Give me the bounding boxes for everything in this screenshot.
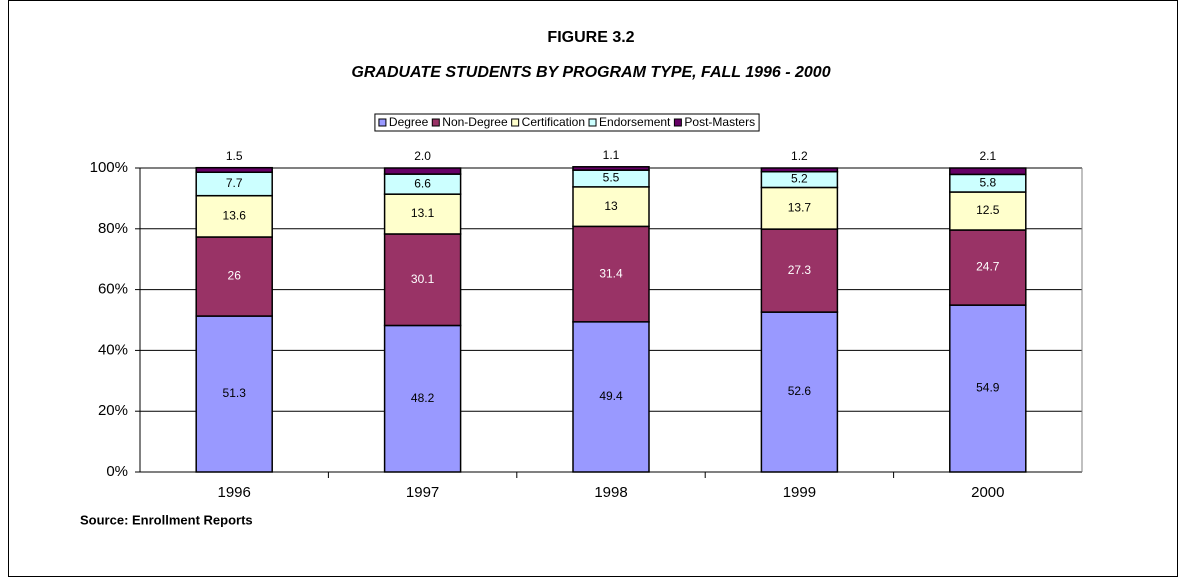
bar-segment xyxy=(195,166,273,174)
bar-segment xyxy=(949,229,1027,306)
y-tick-label: 80% xyxy=(98,220,128,237)
data-label: 6.6 xyxy=(414,176,431,190)
data-label: 24.7 xyxy=(976,260,1000,274)
bar-segment xyxy=(383,193,462,235)
data-label: 1.5 xyxy=(226,149,243,163)
data-label: 51.3 xyxy=(223,386,247,400)
data-label: 13.1 xyxy=(411,206,435,220)
data-label: 52.6 xyxy=(788,384,812,398)
data-label: 5.5 xyxy=(603,171,620,185)
x-tick-label: 1997 xyxy=(406,484,439,501)
bar-segment xyxy=(572,225,650,323)
data-label: 13.7 xyxy=(788,200,812,214)
legend-box xyxy=(374,113,760,132)
source-note: Source: Enrollment Reports xyxy=(80,512,253,527)
data-label: 27.3 xyxy=(788,263,812,277)
bar-segment xyxy=(760,228,839,313)
legend-swatch xyxy=(673,118,682,127)
x-tick-label: 1998 xyxy=(594,484,627,501)
x-tick-label: 1999 xyxy=(783,484,816,501)
chart-subtitle: GRADUATE STUDENTS BY PROGRAM TYPE, FALL … xyxy=(351,64,830,81)
legend-swatch xyxy=(431,118,440,127)
data-label: 48.2 xyxy=(411,391,435,405)
legend-swatch xyxy=(378,118,387,127)
bar-segment xyxy=(572,321,650,473)
data-label: 31.4 xyxy=(599,266,623,280)
legend-label: Endorsement xyxy=(599,115,671,129)
data-label: 2.1 xyxy=(979,149,996,163)
x-tick-label: 1996 xyxy=(218,484,251,501)
data-label: 30.1 xyxy=(411,272,435,286)
data-label: 12.5 xyxy=(976,203,1000,217)
bar-segment xyxy=(383,324,462,473)
bar-segment xyxy=(760,311,839,473)
data-label: 13 xyxy=(604,199,618,213)
x-tick-label: 2000 xyxy=(971,484,1004,501)
data-label: 26 xyxy=(228,269,242,283)
y-tick-label: 0% xyxy=(106,463,128,480)
bar-segment xyxy=(760,186,839,230)
data-label: 5.2 xyxy=(791,172,808,186)
y-tick-label: 40% xyxy=(98,341,128,358)
bar-segment xyxy=(195,194,273,238)
chart-title: FIGURE 3.2 xyxy=(547,29,634,46)
data-label: 5.8 xyxy=(979,175,996,189)
bar-segment xyxy=(195,236,273,317)
data-label: 54.9 xyxy=(976,381,1000,395)
data-label: 1.1 xyxy=(603,148,620,162)
bar-segment xyxy=(949,191,1027,231)
y-tick-label: 100% xyxy=(90,159,128,176)
bar-segment xyxy=(760,167,839,173)
data-label: 7.7 xyxy=(226,176,243,190)
data-label: 13.6 xyxy=(223,209,247,223)
legend-label: Non-Degree xyxy=(442,115,508,129)
data-label: 49.4 xyxy=(599,389,623,403)
bar-segment xyxy=(195,315,273,473)
y-tick-label: 20% xyxy=(98,402,128,419)
legend-swatch xyxy=(511,118,520,127)
legend: Degree Non-Degree Certification Endorsement… xyxy=(374,113,760,132)
bar-segment xyxy=(572,186,650,228)
legend-label: Certification xyxy=(522,115,585,129)
bar-segment xyxy=(383,167,462,175)
y-tick-label: 60% xyxy=(98,281,128,298)
bar-segment xyxy=(949,167,1027,176)
bar-segment xyxy=(383,233,462,327)
legend-label: Post-Masters xyxy=(684,115,755,129)
bar-segment xyxy=(949,304,1027,473)
bar-segment xyxy=(572,166,650,171)
data-label: 1.2 xyxy=(791,149,808,163)
data-label: 2.0 xyxy=(414,149,431,163)
legend-swatch xyxy=(588,118,597,127)
legend-label: Degree xyxy=(389,115,429,129)
